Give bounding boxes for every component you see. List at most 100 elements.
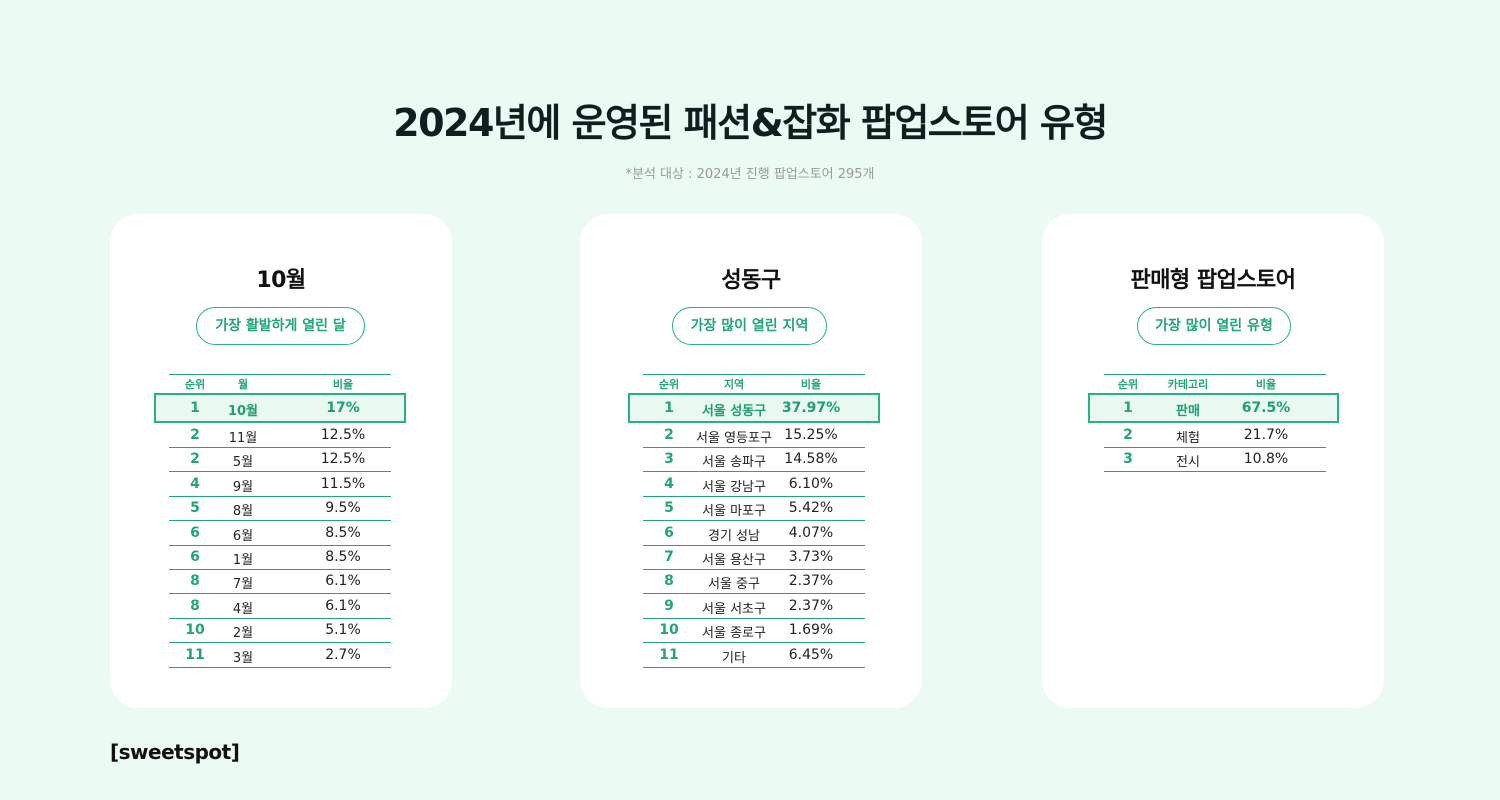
cell-val: 15.25%: [784, 427, 838, 443]
cell-rank: 2: [190, 451, 200, 468]
cell-val: 37.97%: [781, 400, 841, 416]
column-header: 지역: [723, 378, 745, 391]
table-row: 6 6월 8.5%: [169, 522, 391, 546]
cell-val: 6.45%: [788, 646, 834, 663]
cell-rank: 11: [185, 646, 205, 663]
cell-rank: 1: [190, 400, 200, 416]
card-region: [580, 214, 922, 708]
row-divider: [169, 569, 391, 570]
table-row: 8 서울 중구 2.37%: [643, 570, 865, 595]
cell-rank: 6: [664, 524, 674, 541]
cell-name: 기타: [722, 650, 746, 666]
cell-name: 서울 마포구: [702, 504, 766, 520]
cell-val: 11.5%: [320, 475, 366, 492]
cell-rank: 5: [664, 500, 674, 517]
cell-name: 8월: [232, 504, 254, 520]
table-row: 2 5월 12.5%: [169, 448, 391, 473]
cell-val: 4.07%: [788, 524, 834, 541]
table-row: 7 서울 용산구 3.73%: [643, 546, 865, 570]
cell-val: 2.37%: [788, 573, 834, 590]
column-header: 비율: [800, 378, 822, 391]
row-divider: [643, 642, 865, 644]
cell-val: 6.1%: [325, 573, 361, 590]
row-divider: [169, 520, 391, 522]
table-row: 8 4월 6.1%: [169, 595, 391, 619]
table-row: 2 체험 21.7%: [1104, 424, 1326, 448]
cell-name: 10월: [227, 404, 259, 419]
table-row: 5 서울 마포구 5.42%: [643, 497, 865, 522]
cell-val: 8.5%: [325, 524, 361, 541]
cell-name: 3월: [232, 650, 254, 666]
column-header: 순위: [1117, 378, 1139, 391]
highlight-row: 1 판매 67.5%: [1088, 393, 1339, 423]
cell-name: 1월: [232, 553, 254, 568]
column-header: 순위: [184, 378, 206, 391]
row-divider: [1104, 447, 1326, 448]
cell-val: 12.5%: [320, 451, 366, 468]
cell-rank: 11: [659, 646, 679, 663]
cell-val: 2.7%: [325, 646, 361, 663]
cell-rank: 3: [664, 451, 674, 468]
row-divider: [169, 495, 391, 497]
cell-rank: 2: [664, 427, 674, 443]
cell-rank: 1: [664, 400, 674, 416]
highlight-row: 1 서울 성동구 37.97%: [628, 393, 880, 423]
row-divider: [1104, 471, 1326, 473]
cell-rank: 9: [664, 597, 674, 614]
cell-val: 12.5%: [320, 427, 366, 443]
sweetspot-logo: [sweetspot]: [110, 740, 240, 764]
card-type: [1042, 214, 1384, 708]
row-divider: [643, 593, 865, 595]
row-divider: [643, 569, 865, 570]
table-row: 4 9월 11.5%: [169, 473, 391, 497]
cell-val: 1.69%: [788, 622, 834, 639]
cell-name: 4월: [232, 601, 254, 617]
row-divider: [643, 520, 865, 522]
cell-val: 67.5%: [1241, 400, 1291, 416]
card-region-pill: 가장 많이 열린 지역: [672, 307, 827, 345]
row-divider: [643, 447, 865, 448]
cell-name: 서울 서초구: [702, 601, 766, 617]
cell-name: 서울 성동구: [701, 404, 767, 419]
cell-val: 9.5%: [325, 500, 361, 517]
cell-val: 14.58%: [784, 451, 838, 468]
cell-name: 7월: [232, 577, 254, 593]
table-row: 3 전시 10.8%: [1104, 448, 1326, 473]
cell-val: 3.73%: [788, 549, 834, 565]
table-row: 9 서울 서초구 2.37%: [643, 595, 865, 619]
cell-val: 2.37%: [788, 597, 834, 614]
cell-rank: 8: [190, 573, 200, 590]
cell-name: 5월: [232, 455, 254, 471]
card-month: [110, 214, 452, 708]
cell-name: 서울 강남구: [702, 479, 766, 495]
cell-val: 6.1%: [325, 597, 361, 614]
column-header: 순위: [658, 378, 680, 391]
highlight-row: 1 10월 17%: [154, 393, 406, 423]
cell-name: 서울 종로구: [702, 626, 766, 642]
row-divider: [643, 666, 865, 668]
table-row: 5 8월 9.5%: [169, 497, 391, 522]
cell-name: 2월: [232, 626, 254, 642]
cell-name: 서울 용산구: [702, 553, 766, 568]
cell-rank: 5: [190, 500, 200, 517]
column-header: 월: [237, 378, 249, 391]
table-row: 8 7월 6.1%: [169, 570, 391, 595]
row-divider: [169, 544, 391, 546]
cell-name: 6월: [232, 528, 254, 544]
column-header: 카테고리: [1167, 378, 1209, 391]
cell-name: 체험: [1176, 431, 1200, 446]
cell-val: 17%: [326, 400, 360, 416]
cell-name: 9월: [232, 479, 254, 495]
row-divider: [643, 471, 865, 473]
card-month-pill: 가장 활발하게 열린 달: [196, 307, 365, 345]
cell-name: 서울 영등포구: [696, 431, 772, 446]
page-subtitle: *분석 대상 : 2024년 진행 팝업스토어 295개: [625, 167, 875, 182]
table-row: 10 서울 종로구 1.69%: [643, 619, 865, 644]
table-row: 11 3월 2.7%: [169, 644, 391, 668]
row-divider: [169, 642, 391, 644]
row-divider: [169, 447, 391, 448]
cell-rank: 3: [1123, 451, 1133, 468]
cell-name: 11월: [228, 431, 258, 446]
cell-rank: 2: [1123, 427, 1133, 443]
row-divider: [643, 544, 865, 546]
